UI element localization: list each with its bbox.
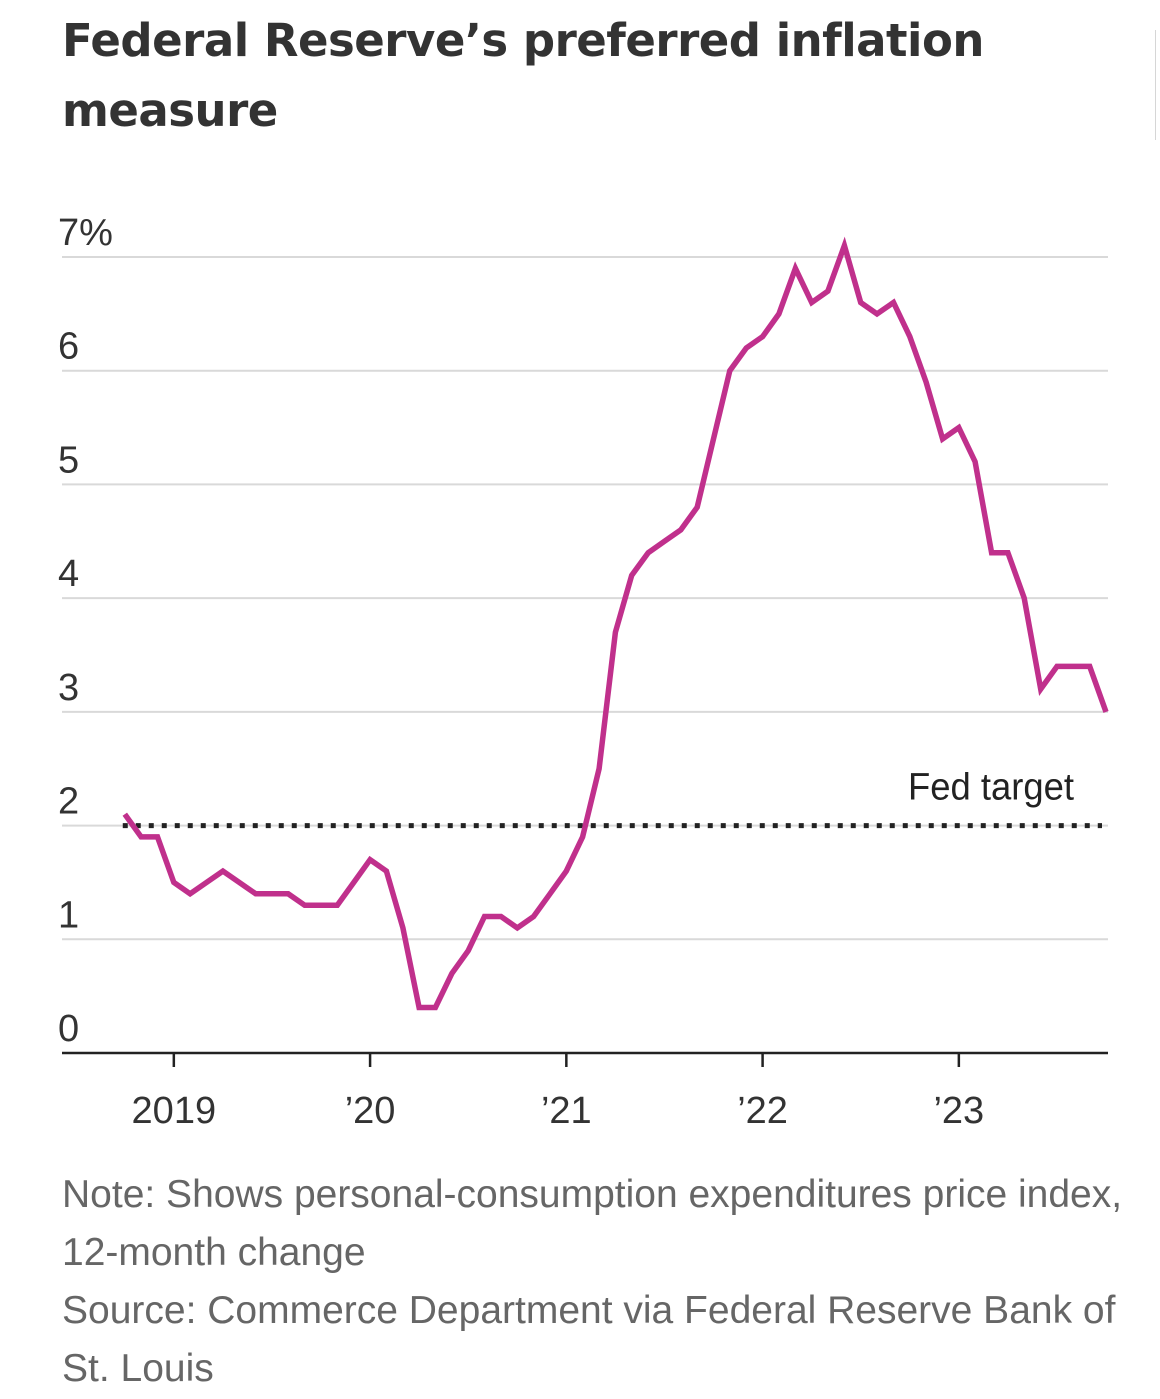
y-tick-label: 0 — [58, 1008, 79, 1050]
y-tick-label: 6 — [58, 326, 79, 368]
gridlines — [62, 256, 1108, 941]
line-chart: 0 1 2 3 4 5 6 7% 2019 ’20 ’21 ’22 ’23 Fed target — [58, 212, 1109, 1132]
y-tick-labels: 0 1 2 3 4 5 6 7% — [58, 212, 113, 1050]
y-tick-label: 7% — [58, 212, 113, 254]
source-text: Source: Commerce Department via Federal … — [62, 1289, 1116, 1390]
series-line-pce — [122, 236, 1109, 1011]
fed-target-label: Fed target — [908, 767, 1074, 809]
y-tick-label: 1 — [58, 894, 79, 936]
note-text: Note: Shows personal-consumption expendi… — [62, 1173, 1123, 1274]
chart-notes: Note: Shows personal-consumption expendi… — [62, 1166, 1142, 1398]
x-axis: 2019 ’20 ’21 ’22 ’23 — [62, 1051, 1108, 1132]
x-tick-label: ’20 — [345, 1090, 396, 1132]
x-tick-label: ’23 — [933, 1090, 984, 1132]
chart-title: Federal Reserve’s preferred inflation me… — [62, 14, 984, 137]
reference-lines: Fed target — [122, 767, 1102, 829]
y-tick-label: 3 — [58, 667, 79, 709]
y-tick-label: 2 — [58, 781, 79, 823]
edge-divider — [1155, 30, 1156, 140]
x-tick-label: ’22 — [737, 1090, 788, 1132]
y-tick-label: 4 — [58, 553, 79, 595]
x-tick-label: ’21 — [541, 1090, 592, 1132]
x-tick-label: 2019 — [132, 1090, 217, 1132]
series-lines — [122, 236, 1109, 1011]
y-tick-label: 5 — [58, 439, 79, 481]
